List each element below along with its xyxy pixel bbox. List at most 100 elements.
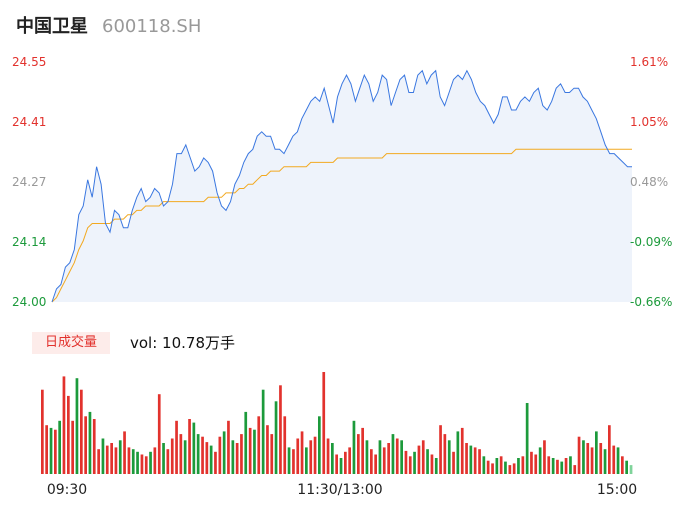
volume-bar xyxy=(374,454,377,474)
volume-bar xyxy=(352,420,356,474)
left-tick-label: 24.00 xyxy=(12,295,46,309)
average-price-line xyxy=(51,148,632,303)
volume-bar xyxy=(222,431,226,474)
volume-bar xyxy=(469,445,473,474)
volume-bar xyxy=(404,450,408,474)
volume-bar xyxy=(370,449,373,474)
volume-bar xyxy=(292,449,295,474)
volume-bar xyxy=(118,440,122,474)
volume-bar xyxy=(209,445,213,474)
volume-bar xyxy=(361,427,364,474)
volume-bar xyxy=(231,440,235,474)
volume-bar xyxy=(183,440,187,474)
volume-bar xyxy=(201,436,204,474)
volume-bar xyxy=(214,451,217,474)
volume-bar xyxy=(547,456,551,474)
volume-bar xyxy=(309,440,313,474)
volume-bar xyxy=(395,438,399,474)
volume-bar xyxy=(266,425,269,474)
volume-bar xyxy=(54,429,57,474)
volume-bar xyxy=(599,443,603,474)
volume-bar xyxy=(413,451,416,474)
volume-bar xyxy=(387,443,390,474)
volume-bar xyxy=(227,420,230,474)
left-tick-label: 24.14 xyxy=(12,235,46,249)
volume-bar xyxy=(573,465,577,474)
volume-bar xyxy=(612,445,616,474)
volume-bar xyxy=(525,403,529,474)
volume-bar xyxy=(110,443,113,474)
volume-bar xyxy=(348,447,351,474)
volume-bar xyxy=(456,431,460,474)
left-tick-label: 24.27 xyxy=(12,175,46,189)
volume-bar xyxy=(331,443,334,474)
volume-bar xyxy=(49,427,53,474)
volume-bar xyxy=(382,447,386,474)
volume-bar xyxy=(595,431,598,474)
left-price-axis: 24.55 24.41 24.27 24.14 24.00 xyxy=(12,55,46,309)
volume-bar xyxy=(153,447,157,474)
volume-bar xyxy=(530,451,533,474)
volume-bar xyxy=(92,419,96,474)
stock-code: 600118.SH xyxy=(102,16,202,37)
volume-bar xyxy=(551,458,555,474)
volume-bar xyxy=(175,420,178,474)
volume-bar xyxy=(512,463,516,474)
volume-bar xyxy=(131,449,135,474)
volume-bar xyxy=(344,451,347,474)
volume-bar xyxy=(447,440,451,474)
volume-bar xyxy=(188,419,191,474)
volume-bar xyxy=(300,431,304,474)
volume-bar xyxy=(80,389,83,474)
volume-bar xyxy=(270,434,274,474)
volume-bar xyxy=(417,445,421,474)
volume-bar xyxy=(495,458,499,474)
volume-bar xyxy=(179,434,183,474)
volume-bar xyxy=(400,440,403,474)
volume-bar xyxy=(166,449,170,474)
volume-bar xyxy=(560,461,564,474)
volume-bar xyxy=(521,456,525,474)
volume-bar xyxy=(41,389,44,474)
right-tick-label: -0.09% xyxy=(630,235,672,249)
volume-bar xyxy=(253,429,256,474)
volume-bar xyxy=(283,416,287,474)
volume-bar xyxy=(408,456,412,474)
price-line xyxy=(51,69,632,303)
volume-bar xyxy=(123,431,126,474)
volume-bar xyxy=(556,459,559,474)
volume-bar xyxy=(62,376,66,474)
volume-total: vol: 10.78万手 xyxy=(130,334,235,352)
volume-bar xyxy=(248,427,252,474)
volume-bar xyxy=(486,460,490,474)
volume-bar xyxy=(625,460,628,474)
volume-bar xyxy=(391,434,395,474)
volume-bar xyxy=(564,458,568,474)
volume-bar xyxy=(88,411,92,474)
right-tick-label: 1.05% xyxy=(630,115,668,129)
volume-bar xyxy=(170,438,174,474)
right-tick-label: 0.48% xyxy=(630,175,668,189)
left-tick-label: 24.41 xyxy=(12,115,46,129)
volume-bar xyxy=(127,447,131,474)
volume-bar xyxy=(196,434,200,474)
volume-bar xyxy=(192,422,196,474)
volume-bar xyxy=(287,447,291,474)
volume-bar xyxy=(339,458,343,474)
volume-bar xyxy=(140,454,144,474)
volume-bar xyxy=(616,447,620,474)
volume-bar xyxy=(621,456,624,474)
volume-bar xyxy=(240,434,243,474)
volume-bar xyxy=(590,447,594,474)
time-label: 15:00 xyxy=(597,482,637,498)
volume-bar xyxy=(538,447,542,474)
volume-bar xyxy=(136,451,139,474)
volume-bar xyxy=(101,438,105,474)
volume-bar xyxy=(603,449,607,474)
volume-bar xyxy=(157,394,161,474)
volume-bar xyxy=(279,385,282,474)
volume-bar xyxy=(508,465,512,474)
volume-bar xyxy=(582,440,585,474)
volume-bar xyxy=(434,458,438,474)
